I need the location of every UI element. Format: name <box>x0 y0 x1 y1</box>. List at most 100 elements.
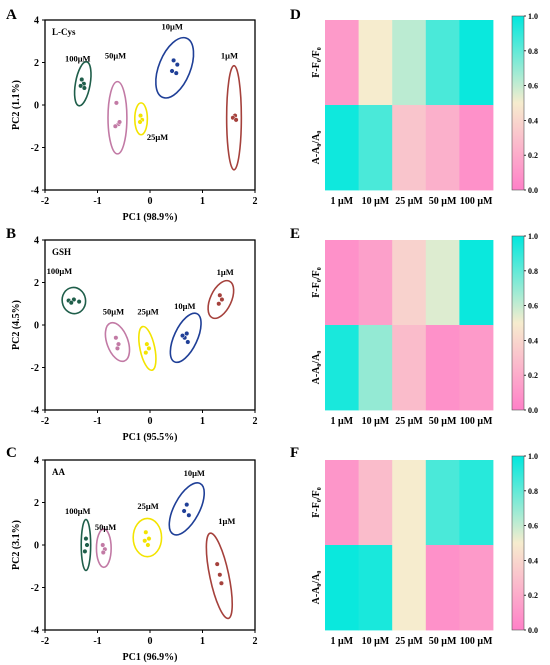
column-label: 50 μM <box>429 636 457 647</box>
y-tick-label: 2 <box>34 278 39 289</box>
confidence-ellipse <box>132 517 163 558</box>
colorbar <box>511 455 525 631</box>
series-10μM: 10μM <box>169 301 202 364</box>
series-100μM: 100μM <box>65 506 92 572</box>
analyte-label: GSH <box>52 247 71 257</box>
series-1μM: 1μM <box>205 516 235 620</box>
colorbar-tick-label: 0.4 <box>528 116 538 125</box>
series-50μM: 50μM <box>103 306 131 363</box>
heatmap-cell <box>325 545 359 631</box>
data-point <box>146 536 152 542</box>
colorbar <box>511 15 525 191</box>
confidence-ellipse <box>155 36 195 99</box>
series-label: 50μM <box>95 522 116 532</box>
heatmap-cell <box>459 460 494 546</box>
series-label: 25μM <box>137 501 158 511</box>
heatmap-cell <box>325 460 359 546</box>
series-label: 10μM <box>162 22 183 32</box>
data-point <box>180 333 186 339</box>
panel-letter: F <box>290 445 299 461</box>
row-label: F-F₀/F₀ <box>311 47 322 77</box>
panel-letter: C <box>6 445 17 461</box>
x-tick-label: 1 <box>200 416 205 427</box>
confidence-ellipse <box>207 279 235 320</box>
data-point <box>142 538 148 544</box>
series-label: 50μM <box>103 306 124 316</box>
x-tick-label: 2 <box>253 196 258 207</box>
data-point <box>214 561 220 567</box>
series-1μM: 1μM <box>207 267 235 320</box>
column-label: 1 μM <box>330 416 353 427</box>
heatmap-cell <box>392 545 427 631</box>
heatmap-panel-e: E 1 μM 10 μM 25 μM 50 μM 100 μM F-F₀/F₀ A-A₀/A₀… <box>290 226 538 427</box>
data-point <box>143 529 149 535</box>
data-point <box>169 68 175 74</box>
column-label: 25 μM <box>395 196 423 207</box>
series-1μM: 1μM <box>221 50 243 171</box>
data-point <box>144 341 150 347</box>
y-tick-label: 2 <box>34 58 39 69</box>
series-10μM: 10μM <box>155 22 195 99</box>
data-point <box>83 536 89 542</box>
colorbar-tick-label: 0.6 <box>528 82 538 91</box>
analyte-label: AA <box>52 467 65 477</box>
row-label: A-A₀/A₀ <box>311 131 322 165</box>
column-label: 1 μM <box>330 196 353 207</box>
heatmap-cell <box>425 545 460 631</box>
heatmap-cell <box>358 460 393 546</box>
confidence-ellipse <box>95 528 112 569</box>
y-tick-label: 0 <box>34 541 39 552</box>
colorbar-tick-label: 0.2 <box>528 591 538 600</box>
confidence-ellipse <box>138 325 157 372</box>
confidence-ellipse <box>169 312 202 364</box>
x-tick-label: 1 <box>200 636 205 647</box>
confidence-ellipse <box>107 80 128 155</box>
data-point <box>82 548 88 554</box>
row-label: F-F₀/F₀ <box>311 487 322 517</box>
heatmap-cell <box>392 460 427 546</box>
column-label: 10 μM <box>362 196 390 207</box>
data-point <box>217 292 223 298</box>
series-50μM: 50μM <box>105 50 128 155</box>
colorbar-tick-label: 1.0 <box>528 12 538 21</box>
colorbar-tick-label: 0.4 <box>528 556 538 565</box>
data-point <box>217 572 223 578</box>
x-tick-label: 0 <box>148 416 153 427</box>
heatmap-cell <box>459 325 494 411</box>
confidence-ellipse <box>104 321 131 363</box>
series-25μM: 25μM <box>137 306 159 372</box>
y-axis-label: PC2 (3.1%) <box>11 520 22 570</box>
data-point <box>114 345 120 351</box>
y-tick-label: -2 <box>31 583 39 594</box>
heatmap-cell <box>459 105 494 191</box>
x-tick-label: 2 <box>253 636 258 647</box>
data-point <box>137 119 143 125</box>
panel-letter: D <box>290 7 301 23</box>
series-label: 100μM <box>65 506 91 516</box>
x-tick-label: -2 <box>41 416 49 427</box>
data-point <box>145 542 151 548</box>
series-label: 100μM <box>65 53 91 63</box>
heatmap-cell <box>358 325 393 411</box>
column-label: 25 μM <box>395 416 423 427</box>
heatmap-cell <box>325 105 359 191</box>
data-point <box>233 117 239 123</box>
heatmap-panel-d: D 1 μM 10 μM 25 μM 50 μM 100 μM F-F₀/F₀ A-A₀/A₀… <box>290 7 538 207</box>
panel-letter: A <box>6 7 17 23</box>
data-point <box>79 76 85 83</box>
x-tick-label: 0 <box>148 196 153 207</box>
colorbar <box>511 235 525 411</box>
column-label: 100 μM <box>460 416 493 427</box>
column-label: 25 μM <box>395 636 423 647</box>
heatmap-cell <box>425 460 460 546</box>
colorbar-tick-label: 0.6 <box>528 302 538 311</box>
confidence-ellipse <box>133 102 149 136</box>
colorbar-tick-label: 0.0 <box>528 186 538 195</box>
y-tick-label: 4 <box>34 16 39 27</box>
x-tick-label: -1 <box>93 416 101 427</box>
data-point <box>218 580 224 586</box>
column-label: 1 μM <box>330 636 353 647</box>
